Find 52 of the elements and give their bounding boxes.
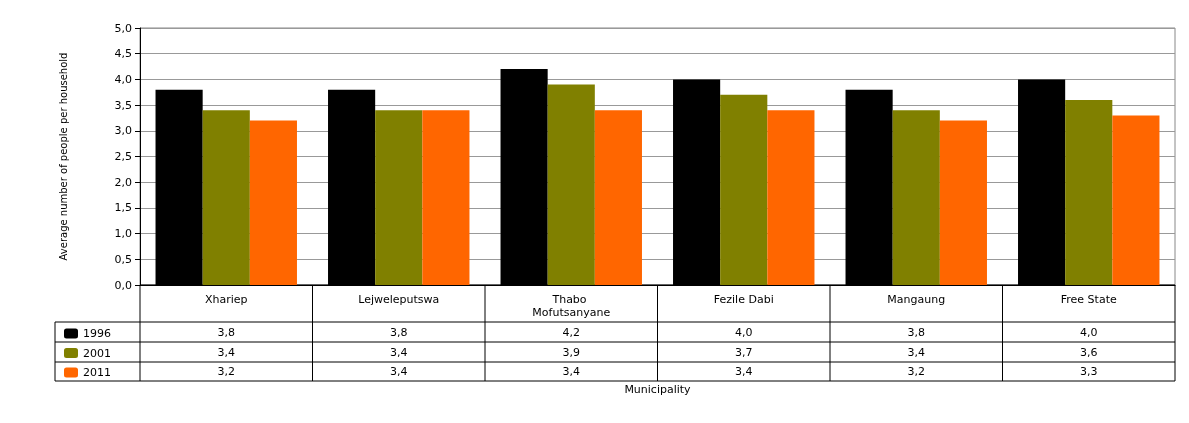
data-label: 3,3 [1080,365,1098,378]
data-label: 3,8 [217,325,235,339]
data-label: 4,2 [562,325,580,339]
y-axis-title: Average number of people per household [57,52,69,261]
data-label: 4,0 [735,325,753,339]
x-tick-label: Xhariep [204,293,248,306]
data-label: 3,2 [907,365,925,378]
y-tick-label: 0,0 [114,278,132,292]
y-tick-label: 4,0 [114,72,132,86]
data-label: 3,4 [907,345,925,359]
y-tick-label: 1,5 [114,201,132,215]
bar [594,110,642,285]
data-label: 3,4 [390,365,408,378]
y-tick-label: 3,5 [114,98,132,112]
data-label: 3,4 [735,365,753,378]
bar [939,120,987,285]
y-tick-label: 4,5 [114,47,132,61]
bar [202,110,250,285]
x-tick-label: Thabo Mofutsanyane [532,293,611,319]
bar [1112,115,1160,285]
x-tick-label: Lejweleputswa [358,293,440,306]
bar [422,110,470,285]
data-label: 3,2 [217,365,235,378]
legend-label: 2011 [83,366,111,379]
data-label: 3,8 [907,325,925,339]
y-tick-label: 3,0 [114,124,132,138]
y-tick-label: 0,5 [114,252,132,266]
y-tick-label: 2,5 [114,150,132,163]
data-label: 3,4 [562,365,580,378]
x-tick-label: Fezile Dabi [713,293,774,306]
bar [249,120,297,285]
y-tick-label: 5,0 [114,21,132,35]
legend-label: 1996 [83,327,111,340]
bar [547,84,595,285]
legend-label: 2001 [83,346,111,360]
x-tick-label: Mangaung [887,293,946,306]
bar [1065,99,1113,285]
bar [375,110,423,285]
data-label: 4,0 [1080,325,1098,339]
bar [892,110,940,285]
bar [720,94,768,285]
x-tick-label: Free State [1060,293,1117,306]
text: Municipality [624,382,692,396]
data-label: 3,9 [562,345,580,359]
bar [767,110,815,285]
data-label: 3,4 [390,345,408,359]
data-label: 3,7 [735,345,753,359]
data-label: 3,4 [217,345,235,359]
y-tick-label: 2,0 [114,175,132,189]
data-label: 3,6 [1080,345,1098,359]
y-tick-label: 1,0 [114,227,132,241]
data-label: 3,8 [390,325,408,339]
